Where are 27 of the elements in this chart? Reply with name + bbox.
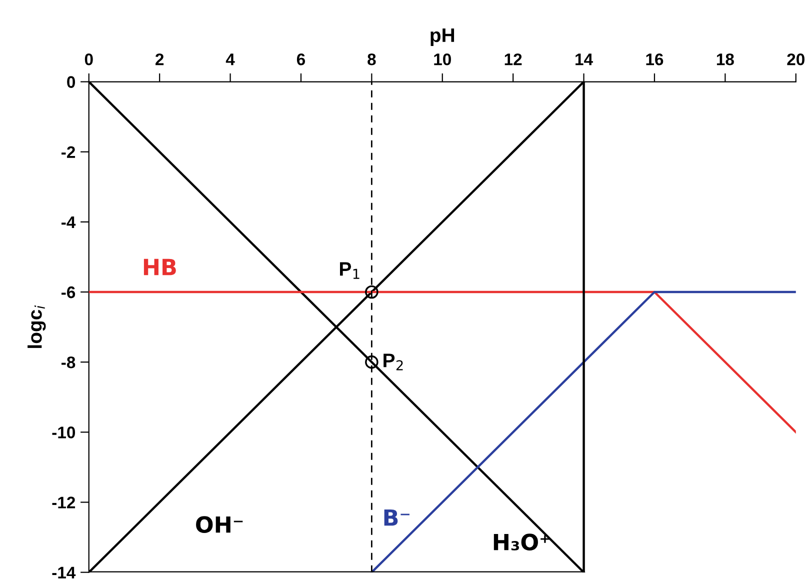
y-axis-title: logc$_{i}$ bbox=[28, 305, 46, 348]
series-label: H₃O⁺ bbox=[494, 534, 550, 550]
x-tick-label: 8 bbox=[368, 53, 376, 66]
x-tick-label: 16 bbox=[646, 53, 664, 66]
annotation: P$_{2}$ bbox=[384, 354, 403, 370]
series-label: HB bbox=[144, 258, 176, 276]
annotation: P$_{1}$ bbox=[340, 262, 360, 279]
y-tick-label: -12 bbox=[52, 496, 76, 508]
y-tick-label: -14 bbox=[52, 566, 76, 578]
x-tick-label: 14 bbox=[576, 54, 593, 66]
x-tick-label: 18 bbox=[716, 53, 734, 66]
x-tick-label: 2 bbox=[156, 53, 164, 66]
y-tick-label: -8 bbox=[62, 356, 76, 368]
y-tick-label: -10 bbox=[52, 426, 76, 438]
x-tick-label: 0 bbox=[84, 53, 93, 66]
y-tick-label: -2 bbox=[62, 146, 76, 158]
y-tick-label: 0 bbox=[67, 76, 76, 88]
y-tick-label: -4 bbox=[62, 216, 76, 228]
x-tick-label: 6 bbox=[296, 53, 306, 66]
series-label: OH⁻ bbox=[196, 516, 243, 533]
x-tick-label: 4 bbox=[226, 54, 235, 66]
x-axis-title: pH bbox=[430, 28, 454, 46]
x-tick-label: 10 bbox=[434, 53, 451, 66]
y-tick-label: -6 bbox=[62, 286, 76, 298]
x-tick-label: 12 bbox=[504, 53, 522, 66]
series-label: B⁻ bbox=[384, 509, 410, 526]
x-tick-label: 20 bbox=[787, 53, 804, 66]
